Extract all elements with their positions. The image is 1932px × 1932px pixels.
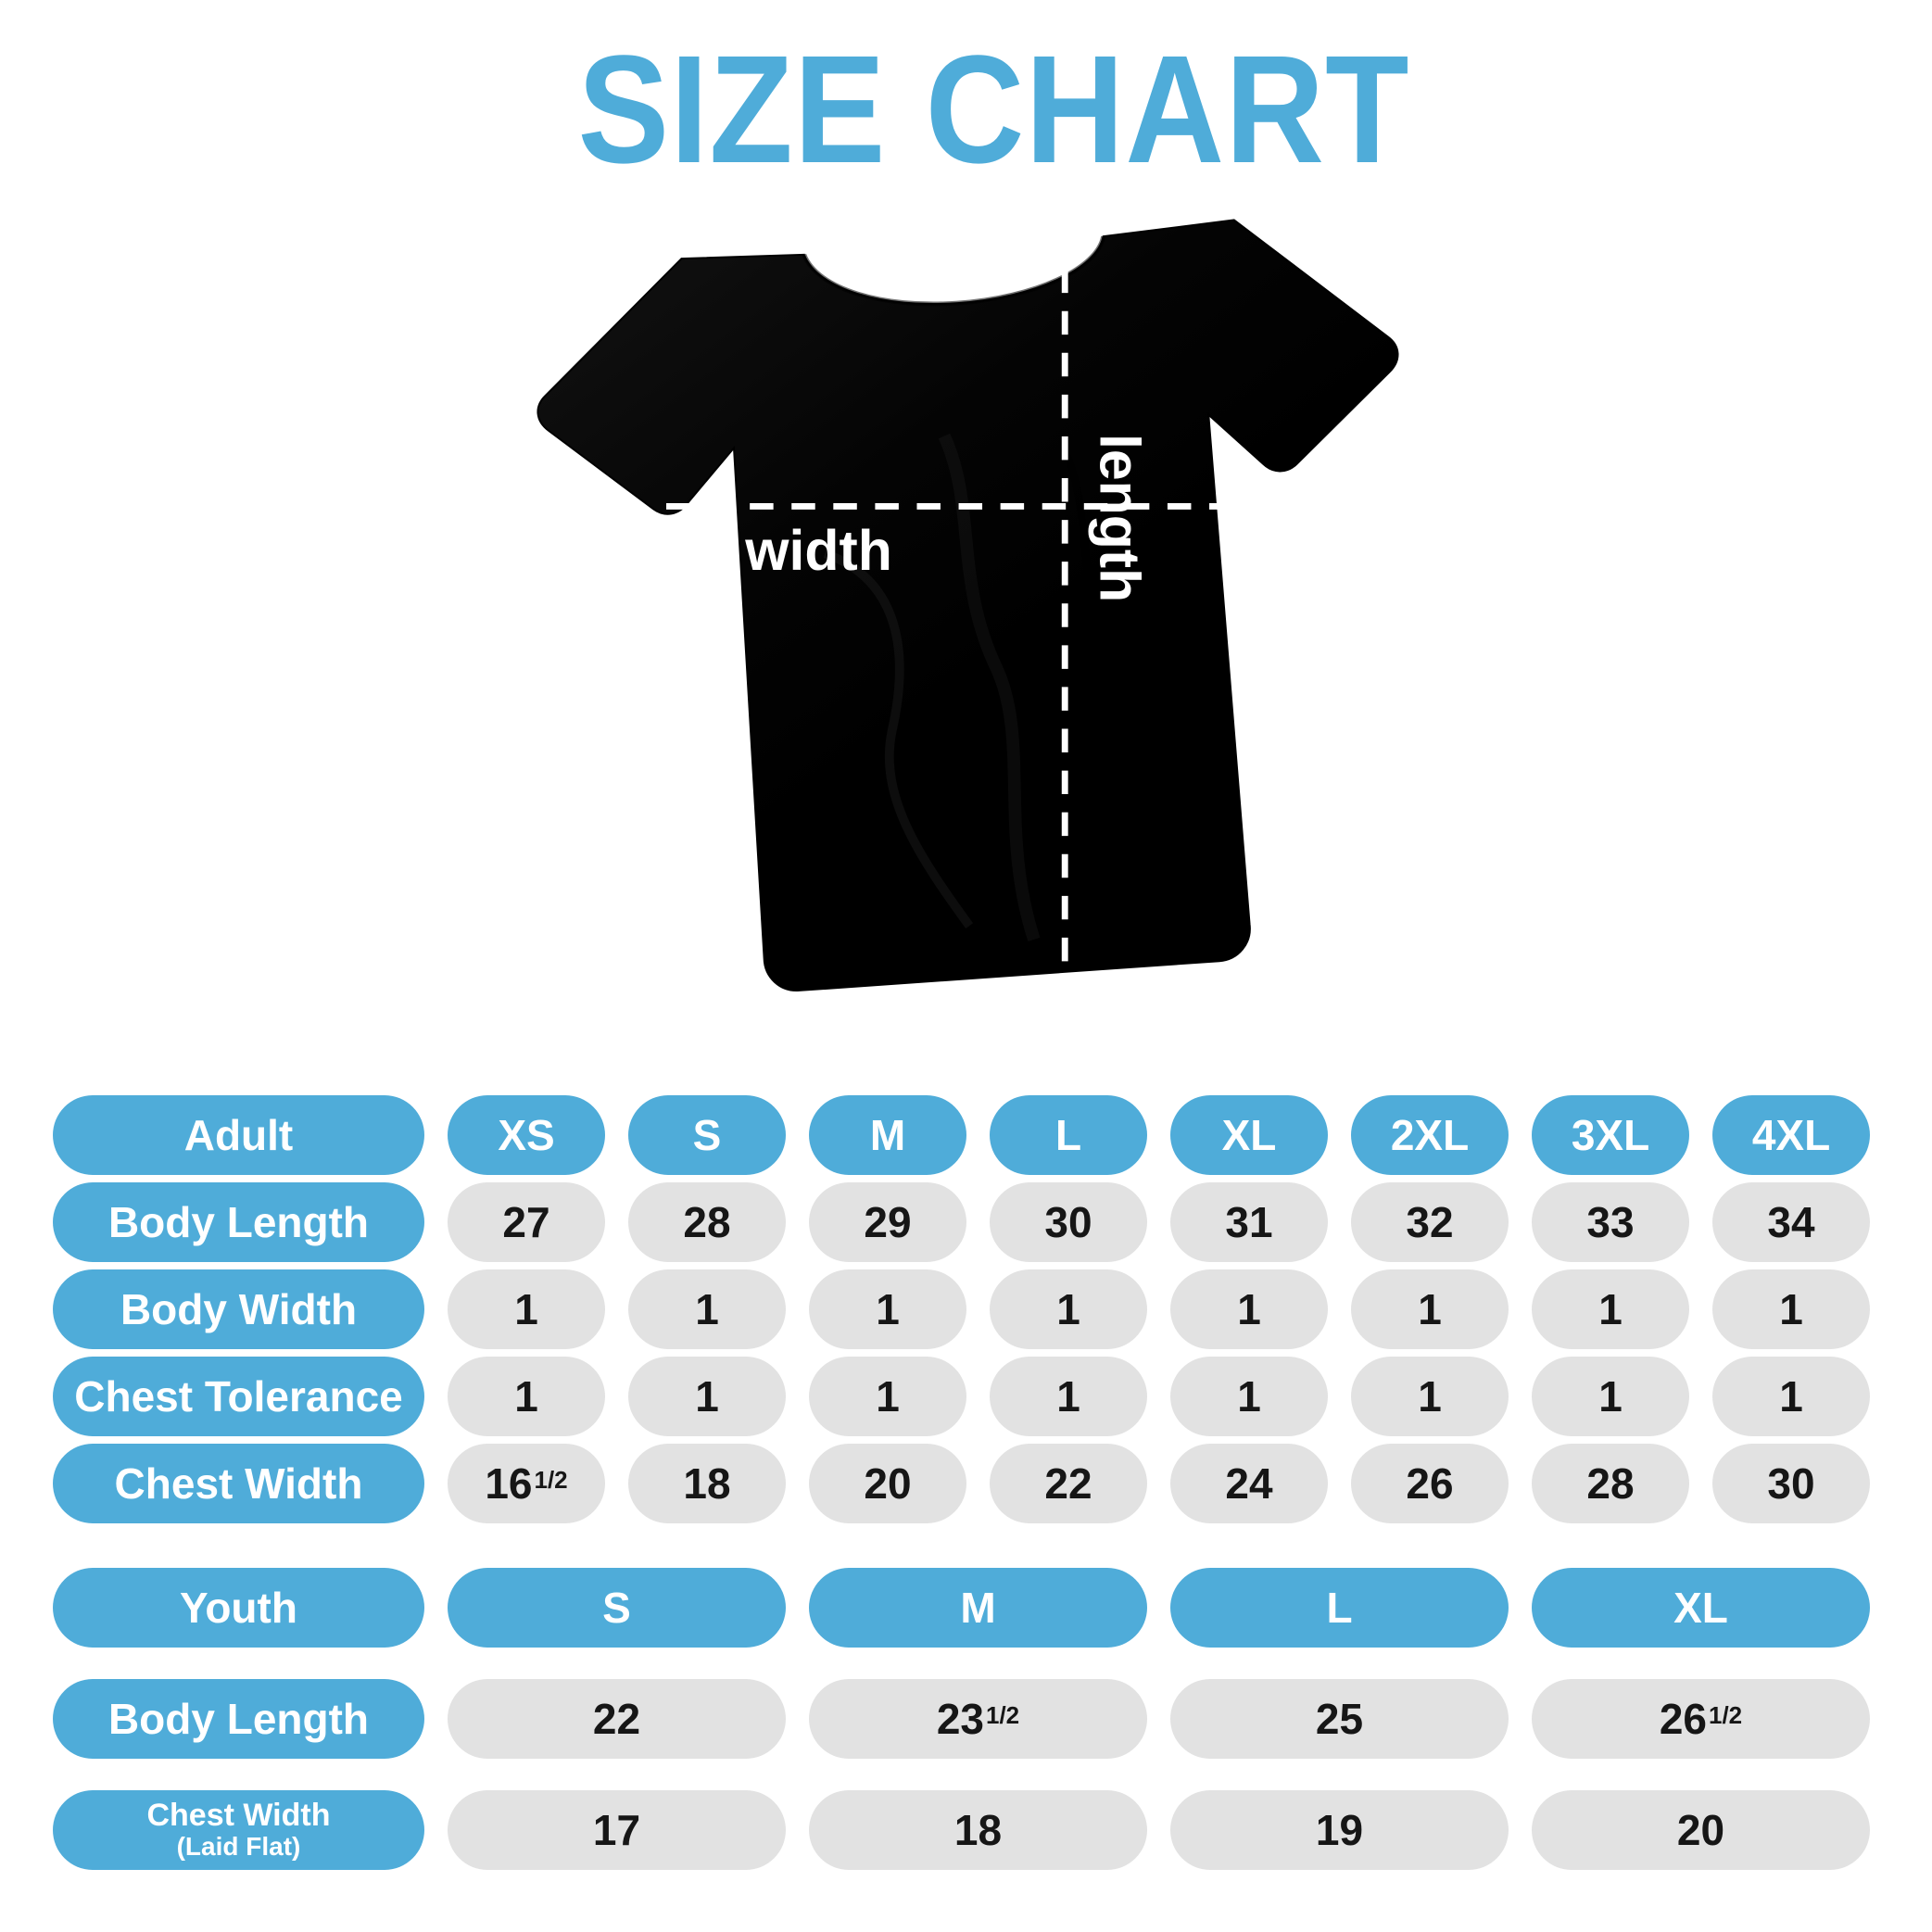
svg-text:length: length [1088, 434, 1151, 602]
svg-text:width: width [744, 519, 892, 582]
